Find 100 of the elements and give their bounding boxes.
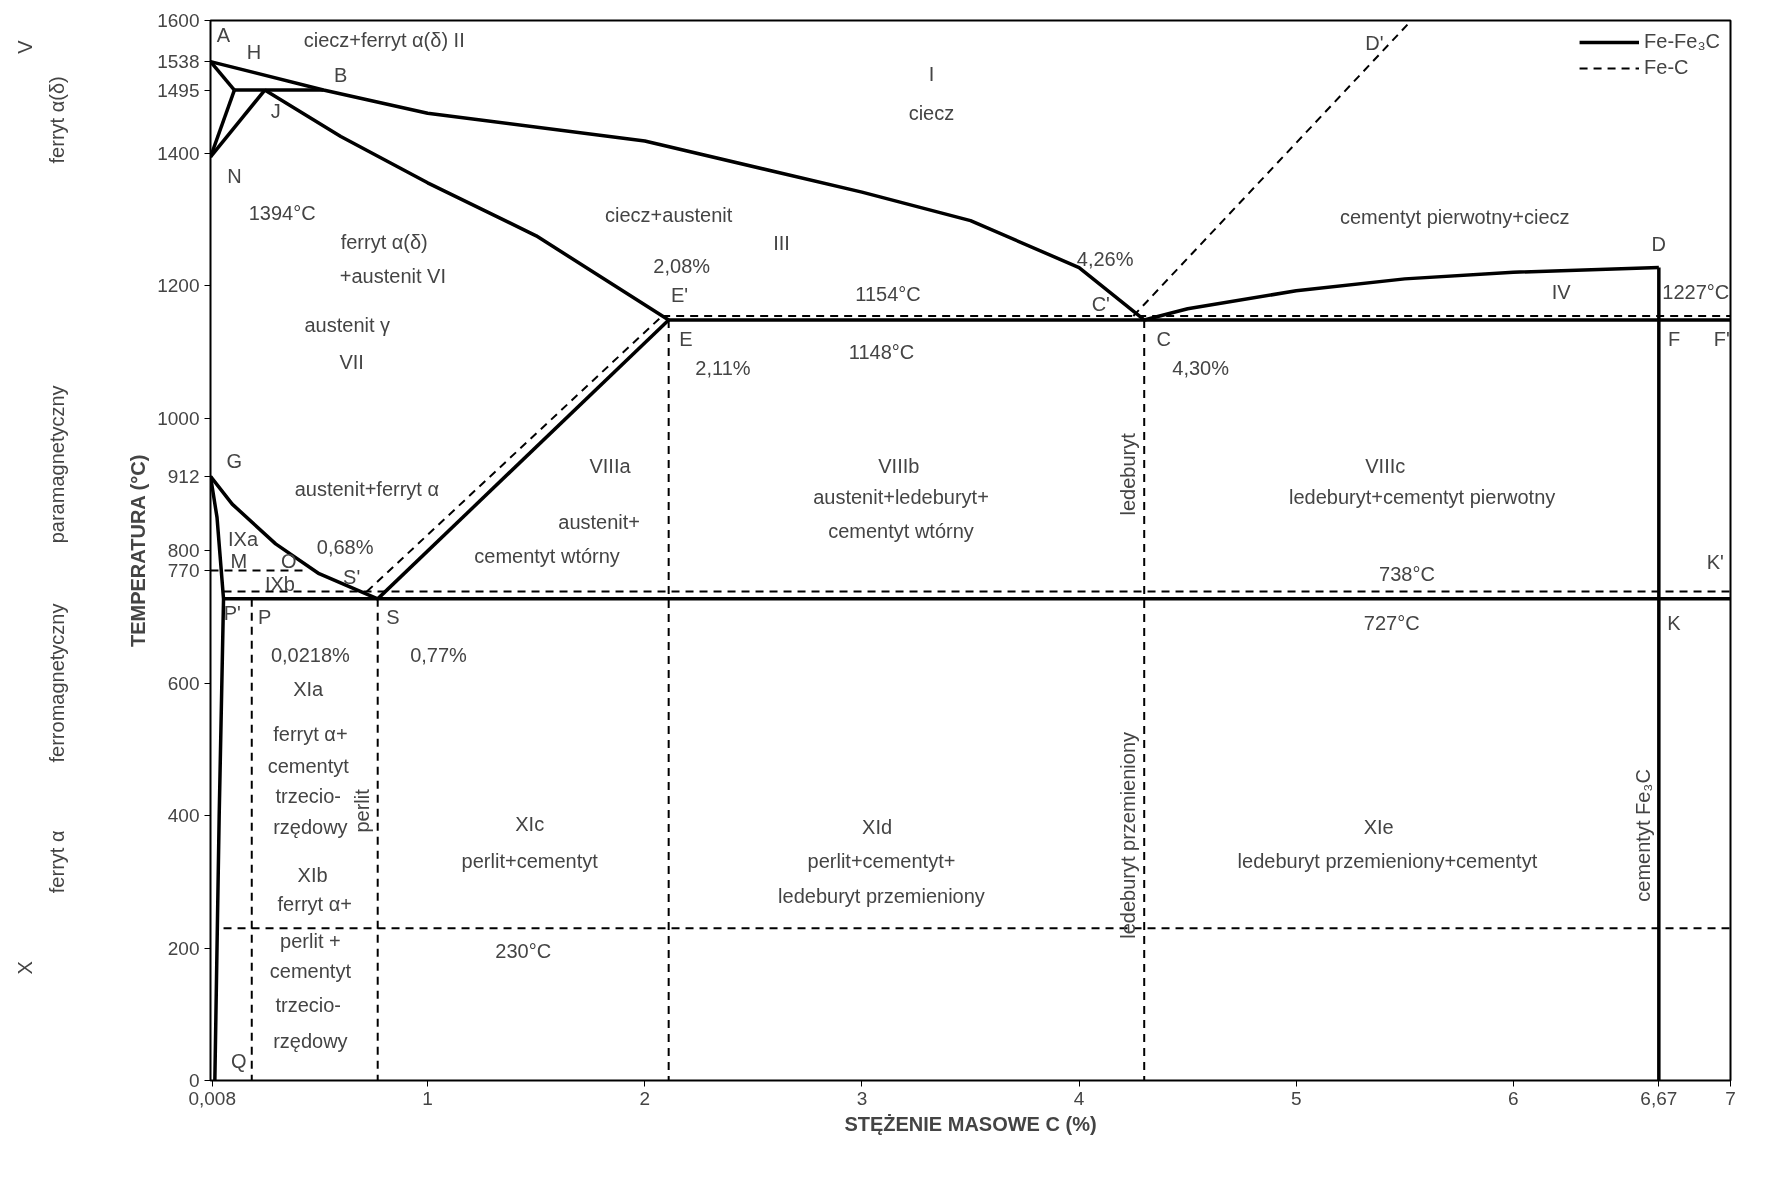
annotation: IXb xyxy=(264,572,296,595)
annotation: P' xyxy=(223,602,241,625)
annotation: ferryt α(δ) xyxy=(340,231,428,254)
annotation: ledeburyt przemieniony xyxy=(778,884,985,907)
x-tick-label: 3 xyxy=(856,1087,868,1109)
annotation: perlit xyxy=(350,788,373,833)
annotation: IXa xyxy=(228,527,259,550)
annotation: austenit+ledeburyt+ xyxy=(813,485,989,508)
annotation: perlit+cementyt xyxy=(461,849,599,872)
x-tick-label: 2 xyxy=(639,1087,651,1109)
y-tick-label: 1495 xyxy=(157,79,200,101)
annotation: E xyxy=(679,327,693,350)
y-tick-label: 1538 xyxy=(157,51,200,73)
annotation: 1394°C xyxy=(248,201,316,224)
annotation: VII xyxy=(339,350,364,373)
annotation: 727°C xyxy=(1363,612,1420,635)
annotation: ferryt α+ xyxy=(277,892,352,915)
annotation: cementyt pierwotny+ciecz xyxy=(1339,206,1570,229)
x-tick-label: 4 xyxy=(1073,1087,1085,1109)
annotation: perlit + xyxy=(280,930,341,953)
annotation: ciecz+austenit xyxy=(605,203,733,226)
x-tick-label: 7 xyxy=(1725,1087,1736,1109)
y-tick-label: 400 xyxy=(167,805,200,826)
annotation: E' xyxy=(670,284,689,307)
annotation: VIIIa xyxy=(589,454,632,477)
annotation: rzędowy xyxy=(273,816,348,839)
annotation: K' xyxy=(1706,550,1724,573)
annotation: IV xyxy=(1551,281,1572,304)
annotation: K xyxy=(1667,612,1682,635)
annotation: 0,68% xyxy=(316,536,374,559)
annotation: III xyxy=(773,232,790,255)
y-tick-label: 1000 xyxy=(157,407,200,429)
annotation: ciecz+ferryt α(δ) II xyxy=(303,28,465,51)
annotation: perlit+cementyt+ xyxy=(807,849,956,872)
annotation: N xyxy=(227,165,242,188)
x-tick-label: 1 xyxy=(422,1087,433,1109)
y-tick-label: 600 xyxy=(167,672,200,694)
y-tick-label: 1200 xyxy=(157,275,200,296)
annotation: ledeburyt xyxy=(1117,432,1140,516)
x-tick-label: 5 xyxy=(1290,1087,1302,1109)
annotation: A xyxy=(216,24,231,47)
annotation: XIc xyxy=(515,813,545,836)
y-tick-label: 912 xyxy=(167,465,200,487)
annotation: cementyt xyxy=(269,960,352,983)
annotation: O xyxy=(280,550,297,573)
y-tick-label: 200 xyxy=(167,937,200,959)
annotation: ferryt α+ xyxy=(273,723,348,746)
annotation: XIe xyxy=(1363,815,1394,838)
annotation: VIIIc xyxy=(1365,454,1406,477)
annotation: 230°C xyxy=(495,940,552,963)
annotation: XId xyxy=(862,815,893,838)
annotation: 1227°C xyxy=(1662,281,1730,304)
annotation: Q xyxy=(230,1049,247,1072)
annotation: G xyxy=(226,450,243,473)
text: X xyxy=(13,961,36,975)
annotation: 0,0218% xyxy=(270,644,351,667)
y-tick-label: 770 xyxy=(167,559,200,581)
annotation: 2,08% xyxy=(653,254,711,277)
text: ferryt α(δ) xyxy=(45,76,68,164)
annotation: B xyxy=(334,63,348,86)
annotation: S' xyxy=(343,566,361,588)
annotation: 4,26% xyxy=(1076,248,1134,270)
annotation: trzecio- xyxy=(275,785,342,808)
annotation: ledeburyt+cementyt pierwotny xyxy=(1289,485,1556,508)
annotation: C xyxy=(1156,327,1171,350)
annotation: austenit γ xyxy=(304,314,391,337)
annotation: 1154°C xyxy=(855,283,921,306)
annotation: F xyxy=(1667,327,1681,350)
annotation: D' xyxy=(1365,32,1384,55)
annotation: ciecz xyxy=(908,102,955,125)
y-axis-title: TEMPERATURA (°C) xyxy=(127,454,150,648)
annotation: 4,30% xyxy=(1172,357,1230,380)
annotation: 0,77% xyxy=(410,644,468,667)
annotation: austenit+ferryt α xyxy=(294,477,440,500)
annotation: cementyt Fe₃C xyxy=(1631,769,1654,902)
annotation: rzędowy xyxy=(273,1029,348,1052)
annotation: austenit+ xyxy=(558,511,641,534)
text: V xyxy=(13,39,36,54)
annotation: H xyxy=(246,41,262,64)
annotation: P xyxy=(258,605,272,628)
x-tick-label: 6 xyxy=(1508,1087,1519,1109)
annotation: +austenit VI xyxy=(339,264,446,287)
text: ferromagnetyczny xyxy=(45,603,68,763)
legend-label: Fe-Fe₃C xyxy=(1644,30,1720,53)
text: paramagnetyczny xyxy=(45,385,68,544)
annotation: D xyxy=(1651,233,1667,256)
annotation: cementyt xyxy=(267,754,350,777)
annotation: 738°C xyxy=(1379,562,1435,585)
annotation: F' xyxy=(1713,327,1730,350)
annotation: trzecio- xyxy=(275,993,342,1016)
x-axis-title: STĘŻENIE MASOWE C (%) xyxy=(844,1112,1097,1135)
annotation: ledeburyt przemieniony xyxy=(1117,731,1140,939)
annotation: 2,11% xyxy=(695,357,751,380)
annotation: cementyt wtórny xyxy=(828,519,974,542)
x-tick-label: 6,67 xyxy=(1640,1087,1678,1109)
legend-label: Fe-C xyxy=(1644,56,1689,79)
text: ferryt α xyxy=(45,830,68,894)
annotation: XIb xyxy=(297,864,328,887)
annotation: cementyt wtórny xyxy=(474,544,620,567)
annotation: ledeburyt przemieniony+cementyt xyxy=(1237,849,1538,872)
